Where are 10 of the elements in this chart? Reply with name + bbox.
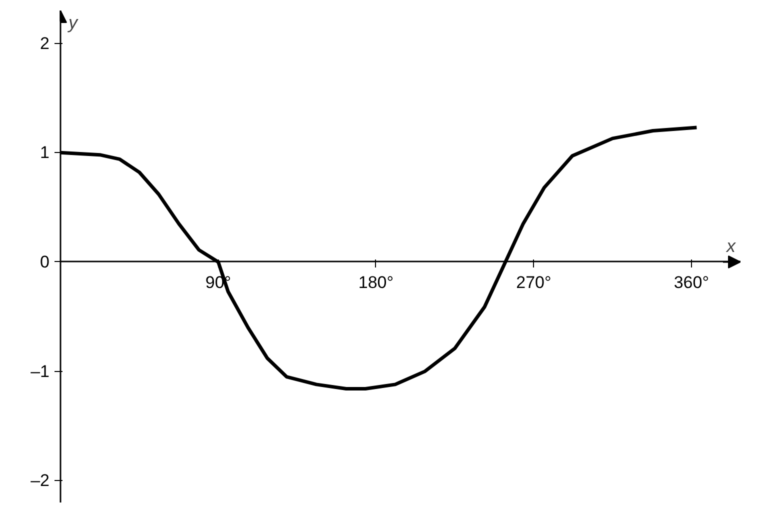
y-axis-title: y [66, 12, 78, 32]
x-tick-label: 180° [358, 272, 394, 292]
x-tick-label: 270° [516, 272, 552, 292]
x-tick-label: 360° [674, 272, 710, 292]
x-axis-title: x [726, 236, 736, 256]
y-tick-label: 2 [40, 34, 50, 53]
y-tick-label: 0 [40, 252, 50, 272]
y-tick-label: 1 [40, 143, 50, 162]
y-tick-label: –2 [30, 471, 50, 490]
y-tick-label: –1 [30, 362, 50, 381]
